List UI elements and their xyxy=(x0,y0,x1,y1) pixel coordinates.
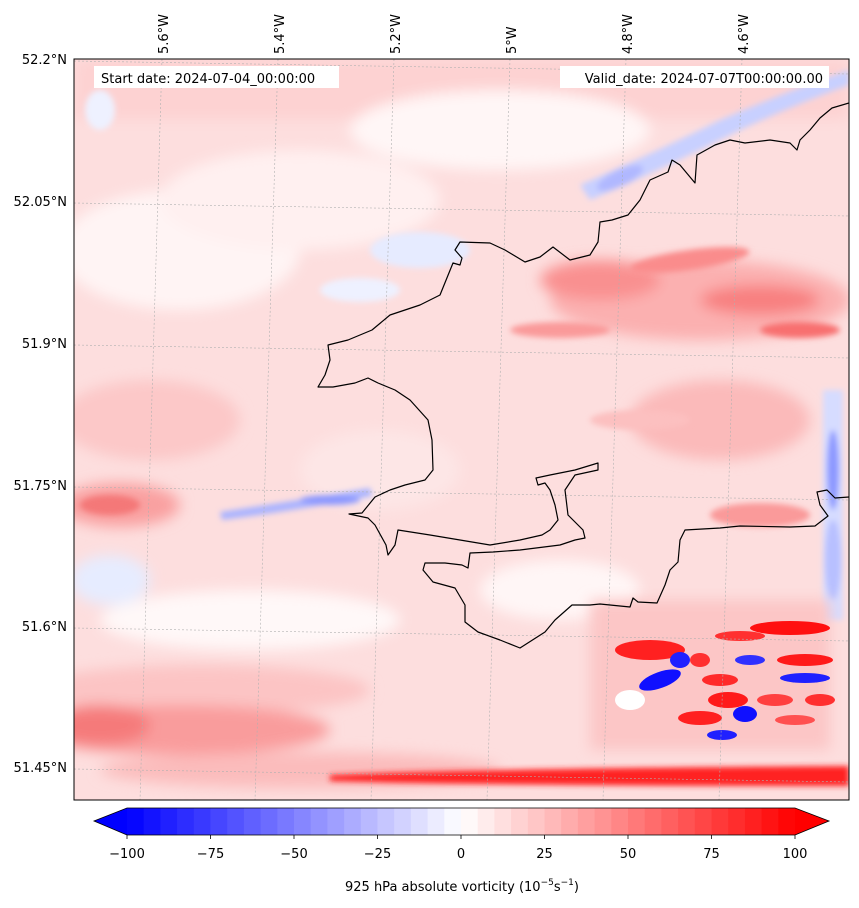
colorbar-tick-label: 75 xyxy=(703,847,720,862)
lon-label: 4.8°W xyxy=(621,14,636,54)
map-frame xyxy=(73,58,850,801)
colorbar-segment xyxy=(344,808,362,835)
colorbar-segment xyxy=(160,808,178,835)
coastline xyxy=(317,102,849,649)
lon-label: 5.2°W xyxy=(389,14,404,54)
colorbar-segment xyxy=(661,808,679,835)
lon-label: 5°W xyxy=(505,26,520,54)
colorbar-segment xyxy=(778,808,796,835)
valid-date-box: Valid_date: 2024-07-07T00:00:00.00 xyxy=(560,66,829,88)
lon-label: 5.6°W xyxy=(157,14,172,54)
colorbar-tick-label: 100 xyxy=(783,847,808,862)
colorbar-segment xyxy=(444,808,462,835)
colorbar-segment xyxy=(678,808,696,835)
colorbar-tick-label: −100 xyxy=(109,847,145,862)
colorbar-segment xyxy=(494,808,512,835)
colorbar-tick-label: 50 xyxy=(620,847,637,862)
vorticity-features xyxy=(80,70,849,786)
colorbar-segment xyxy=(143,808,161,835)
colorbar-tick-label: −75 xyxy=(197,847,224,862)
colorbar-extend-max xyxy=(795,808,829,835)
vorticity-map[interactable]: Start date: 2024-07-04_00:00:00 Valid_da… xyxy=(30,59,850,800)
colorbar-segment xyxy=(594,808,612,835)
start-date-label: Start date: 2024-07-04_00:00:00 xyxy=(101,72,315,87)
colorbar-segment xyxy=(694,808,712,835)
colorbar-label: 925 hPa absolute vorticity (10−5s−1) xyxy=(345,878,579,895)
colorbar-segments xyxy=(127,808,796,835)
colorbar-segment xyxy=(210,808,228,835)
colorbar-segment xyxy=(277,808,295,835)
colorbar-ticks: −100 −75 −50 −25 0 25 50 75 100 xyxy=(109,835,807,862)
colorbar-segment xyxy=(243,808,262,835)
latitude-labels: 52.2°N 52.05°N 51.9°N 51.75°N 51.6°N 51.… xyxy=(14,53,67,776)
valid-date-label: Valid_date: 2024-07-07T00:00:00.00 xyxy=(585,72,823,87)
colorbar-segment xyxy=(761,808,779,835)
colorbar-segment xyxy=(360,808,378,835)
colorbar-segment xyxy=(427,808,445,835)
colorbar-segment xyxy=(227,808,245,835)
longitude-labels: 5.6°W 5.4°W 5.2°W 5°W 4.8°W 4.6°W xyxy=(157,14,752,54)
colorbar-segment xyxy=(461,808,479,835)
colorbar-segment xyxy=(711,808,729,835)
colorbar-segment xyxy=(511,808,529,835)
colorbar-segment xyxy=(644,808,662,835)
colorbar-segment xyxy=(294,808,312,835)
colorbar-segment xyxy=(477,808,495,835)
lat-label: 51.6°N xyxy=(22,620,67,635)
colorbar-segment xyxy=(561,808,579,835)
colorbar-segment xyxy=(377,808,395,835)
colorbar-extend-min xyxy=(94,808,127,835)
lat-label: 51.9°N xyxy=(22,337,67,352)
colorbar-tick-label: −50 xyxy=(280,847,307,862)
colorbar-segment xyxy=(728,808,746,835)
lon-label: 4.6°W xyxy=(737,14,752,54)
colorbar-segment xyxy=(394,808,412,835)
colorbar-segment xyxy=(193,808,211,835)
colorbar-tick-label: 25 xyxy=(536,847,553,862)
colorbar-tick-label: 0 xyxy=(457,847,465,862)
lon-label: 5.4°W xyxy=(273,14,288,54)
start-date-box: Start date: 2024-07-04_00:00:00 xyxy=(94,66,339,88)
colorbar-segment xyxy=(127,808,145,835)
colorbar: −100 −75 −50 −25 0 25 50 75 100 925 hPa absolute… xyxy=(92,807,831,895)
colorbar-segment xyxy=(260,808,278,835)
colorbar-tick-label: −25 xyxy=(364,847,391,862)
colorbar-segment xyxy=(177,808,195,835)
colorbar-segment xyxy=(544,808,562,835)
colorbar-segment xyxy=(628,808,646,835)
lat-label: 52.2°N xyxy=(22,53,67,68)
colorbar-segment xyxy=(744,808,763,835)
lat-label: 51.75°N xyxy=(14,479,67,494)
lat-label: 51.45°N xyxy=(14,761,67,776)
colorbar-segment xyxy=(327,808,345,835)
colorbar-segment xyxy=(611,808,629,835)
colorbar-segment xyxy=(310,808,328,835)
colorbar-segment xyxy=(577,808,596,835)
colorbar-segment xyxy=(527,808,545,835)
lat-label: 52.05°N xyxy=(14,195,67,210)
vorticity-cluster xyxy=(590,600,835,750)
colorbar-segment xyxy=(410,808,429,835)
